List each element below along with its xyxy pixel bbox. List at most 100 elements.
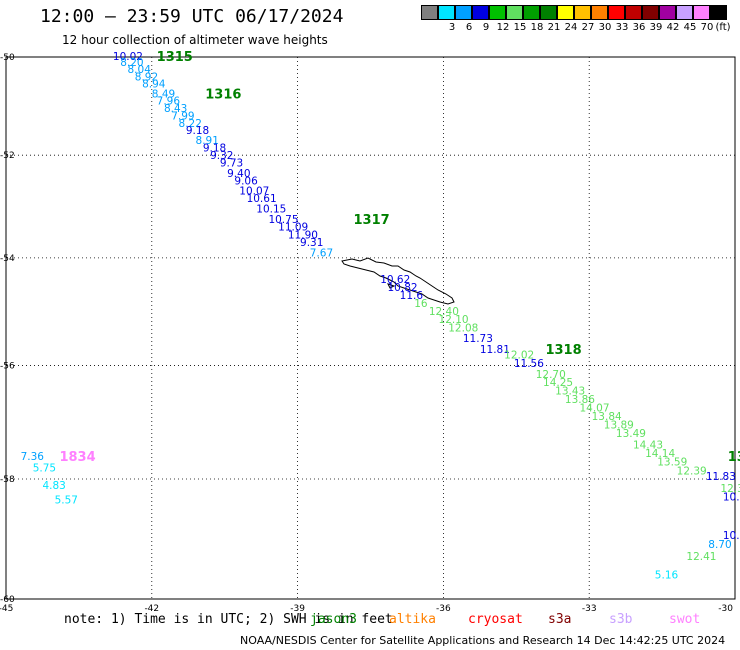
legend-swatch [506, 5, 523, 20]
legend-label: 42 [666, 22, 680, 33]
latitude-label: -56 [0, 362, 15, 372]
wave-height-label: 4.83 [42, 480, 65, 492]
wave-height-label: 8.94 [142, 79, 166, 91]
wave-height-label: 9.06 [234, 175, 258, 187]
legend-label: 6 [465, 22, 473, 33]
latitude-label: -50 [0, 53, 15, 63]
pass-number-label: 1317 [353, 213, 389, 228]
wave-height-label: 12.3 [720, 483, 740, 495]
satellite-name-cryosat: cryosat [468, 612, 523, 627]
wave-height-label: 9.31 [300, 237, 323, 249]
legend-label: 30 [598, 22, 612, 33]
wave-height-label: 10.62 [380, 274, 410, 286]
wave-height-label: 8.22 [179, 118, 202, 130]
wave-height-label: 12.02 [504, 350, 534, 362]
legend-label: 33 [615, 22, 629, 33]
wave-height-label: 12.40 [429, 306, 459, 318]
wave-height-label: 7.67 [310, 248, 333, 260]
wave-height-label: 8.49 [152, 88, 175, 100]
wave-height-label: 12.41 [686, 551, 716, 563]
wave-height-label: 10. [723, 492, 740, 504]
longitude-label: -42 [144, 604, 159, 614]
legend-swatch [625, 5, 642, 20]
wave-height-label: 12.10 [439, 314, 469, 326]
satellite-name-jason3: jason3 [310, 612, 357, 627]
legend-swatch [438, 5, 455, 20]
wave-height-label: 7.96 [157, 96, 181, 108]
legend-swatch [659, 5, 676, 20]
wave-height-label: 14.14 [645, 448, 675, 460]
pass-number-labels: 1315 1316 1317 1318 13 1834 [59, 50, 740, 465]
wave-height-label: 10.75 [268, 214, 298, 226]
wave-height-label: 5.57 [55, 495, 78, 507]
wave-height-label: 10.61 [247, 193, 277, 205]
wave-height-label: 11.81 [480, 344, 510, 356]
wave-height-label: 8.70 [708, 539, 731, 551]
legend-label: 3 [448, 22, 456, 33]
wave-height-label: 10. [723, 530, 740, 542]
satellite-name-s3b: s3b [609, 612, 633, 627]
wave-height-label: 11.09 [278, 222, 308, 234]
wave-height-label: 10.07 [239, 186, 269, 198]
wave-height-label: 8.20 [120, 57, 143, 69]
legend-swatch [642, 5, 659, 20]
legend-swatch [472, 5, 489, 20]
legend-swatch [676, 5, 693, 20]
wave-height-label: 5.75 [33, 462, 56, 474]
legend-label: 45 [683, 22, 697, 33]
wave-height-label: 9.73 [220, 158, 243, 170]
wave-height-label: 10.15 [256, 203, 286, 215]
legend-swatch [540, 5, 557, 20]
wave-height-label: 11.73 [463, 333, 493, 345]
wave-height-label: 11.83 [706, 471, 736, 483]
legend-swatch [455, 5, 472, 20]
latitude-label: -58 [0, 475, 15, 485]
legend-label: 15 [513, 22, 527, 33]
latitude-label: -60 [0, 595, 15, 605]
pass-number-label: 1834 [59, 450, 95, 465]
wave-height-label: 13.86 [565, 394, 595, 406]
latitude-label: -52 [0, 151, 15, 161]
satellite-name-swot: swot [669, 612, 701, 627]
wave-height-label: 11.56 [514, 358, 544, 370]
pass-number-label: 1318 [545, 343, 581, 358]
wave-height-label: 9.32 [210, 150, 233, 162]
wave-height-label: 12.70 [536, 369, 566, 381]
pass-number-label: 1315 [157, 50, 193, 65]
latitude-label: -54 [0, 254, 15, 264]
legend-swatch [421, 5, 438, 20]
satellite-name-s3a: s3a [548, 612, 572, 627]
pass-number-label: 1316 [205, 87, 241, 102]
legend-label: 70 [700, 22, 714, 33]
wave-height-label: 13.84 [592, 411, 622, 423]
wave-height-labels: 10.028.208.048.928.948.497.968.437.998.2… [21, 51, 740, 581]
wave-height-label: 9.40 [227, 168, 250, 180]
wave-height-label: 11.6 [400, 290, 424, 302]
legend-label: 27 [581, 22, 595, 33]
wave-height-label: 11.90 [288, 229, 318, 241]
wave-height-label: 8.92 [135, 71, 158, 83]
wave-height-label: 14.25 [543, 377, 573, 389]
legend-label: 21 [547, 22, 561, 33]
wave-height-label: 9.18 [186, 125, 209, 137]
wave-height-label: 8.91 [196, 135, 219, 147]
legend-swatch [591, 5, 608, 20]
wave-height-label: 10.82 [388, 282, 418, 294]
legend-swatch [608, 5, 625, 20]
wave-height-label: 10.02 [113, 51, 143, 63]
wave-height-label: 13.89 [604, 419, 634, 431]
map-title: 12:00 — 23:59 UTC 06/17/2024 [40, 6, 344, 27]
satellite-name-altika: altika [389, 612, 436, 627]
legend-swatch [523, 5, 540, 20]
wave-height-label: 13.43 [555, 386, 585, 398]
wave-height-label: 13.49 [616, 428, 646, 440]
credit-footer: NOAA/NESDIS Center for Satellite Applica… [240, 634, 726, 647]
longitude-label: -33 [582, 604, 597, 614]
legend-unit: (ft) [715, 22, 731, 33]
legend-swatch [710, 5, 727, 20]
legend-swatch [693, 5, 710, 20]
longitude-label: -30 [718, 604, 733, 614]
map-subtitle: 12 hour collection of altimeter wave hei… [62, 33, 328, 47]
map-frame [5, 56, 736, 600]
